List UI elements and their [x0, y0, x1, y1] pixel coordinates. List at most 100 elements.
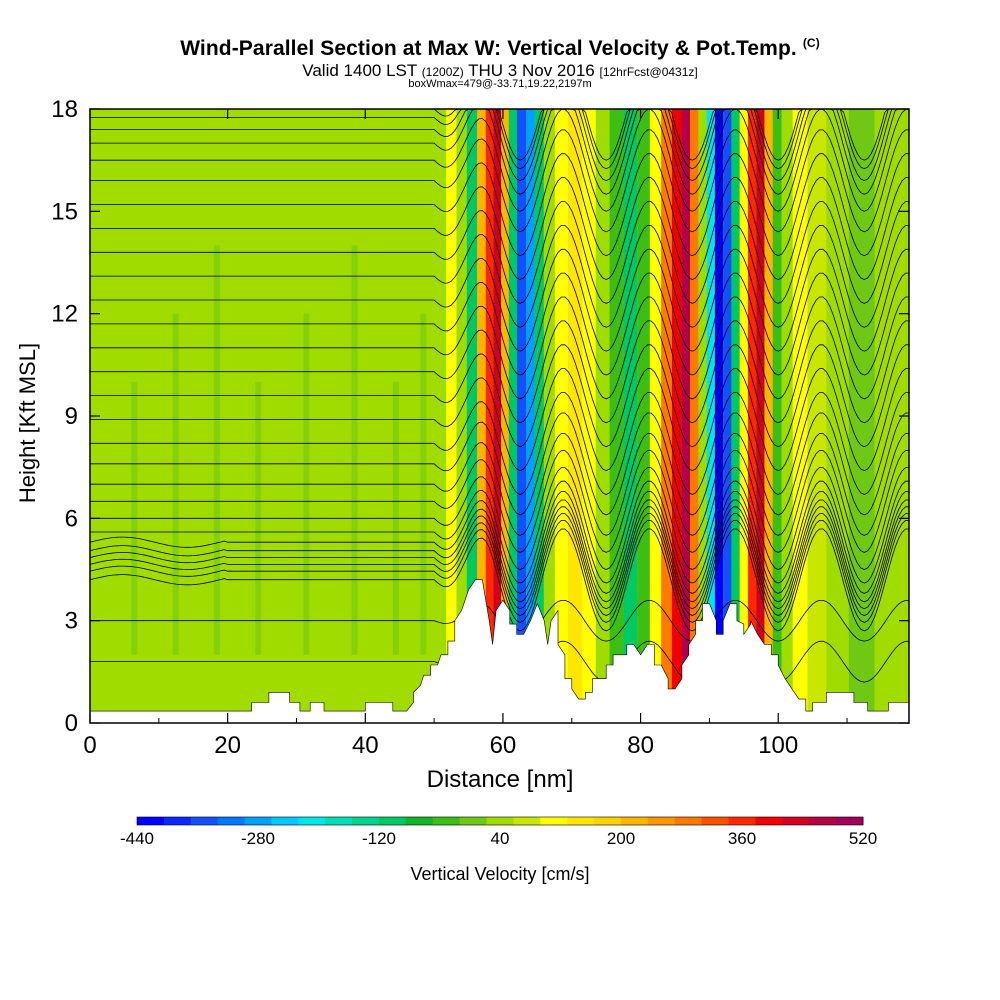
colorbar-swatch [782, 817, 810, 825]
x-tick-label: 60 [490, 732, 517, 759]
velocity-band [792, 109, 808, 723]
colorbar-swatch [621, 817, 649, 825]
x-tick-label: 100 [758, 732, 798, 759]
velocity-band [609, 109, 624, 723]
valid-prefix: Valid 1400 LST [302, 61, 417, 80]
isentrope-contours [90, 109, 909, 683]
velocity-band [525, 109, 535, 723]
colorbar-swatch [244, 817, 272, 825]
colorbar-swatch [271, 817, 299, 825]
velocity-band [848, 109, 875, 723]
velocity-band [661, 109, 672, 723]
valid-date: THU 3 Nov 2016 [468, 61, 595, 80]
velocity-band [534, 109, 544, 723]
colorbar-swatch [701, 817, 730, 825]
velocity-band [772, 109, 782, 723]
isentrope-line [90, 129, 909, 233]
title-text: Wind-Parallel Section at Max W: Vertical… [180, 37, 797, 60]
colorbar-swatch [379, 817, 407, 825]
colorbar-swatch [486, 817, 514, 825]
colorbar-label: Vertical Velocity [cm/s] [410, 864, 590, 884]
isentrope-line [90, 272, 909, 376]
copyright-mark: (C) [802, 36, 820, 50]
colorbar-swatch [405, 817, 434, 825]
velocity-band [826, 109, 849, 723]
colorbar: -440 -280 -120 40 200 360 520 [120, 816, 877, 848]
colorbar-tick-label: -440 [120, 829, 154, 848]
isentrope-line [90, 506, 909, 610]
isentrope-line [90, 225, 909, 328]
isentrope-line [90, 368, 909, 472]
colorbar-swatch [325, 817, 353, 825]
y-tick-label: 18 [51, 96, 78, 123]
x-tick-label: 0 [83, 732, 96, 759]
field-lowlevel [90, 593, 187, 723]
isentrope-line [90, 491, 909, 594]
colorbar-swatch [567, 817, 595, 825]
colorbar-swatch [728, 817, 756, 825]
colorbar-swatch [647, 817, 676, 825]
isentrope-line [90, 177, 909, 281]
isentrope-line [90, 480, 909, 584]
velocity-band [764, 109, 773, 723]
velocity-band [637, 109, 650, 723]
colorbar-tick-label: 40 [491, 829, 510, 848]
terrain [89, 579, 910, 724]
x-tick-label: 40 [352, 732, 379, 759]
colorbar-tick-label: 200 [607, 829, 635, 848]
velocity-band [781, 109, 793, 723]
x-axis-label: Distance [nm] [426, 766, 574, 793]
isentrope-line [90, 412, 909, 516]
colorbar-frame [136, 816, 864, 826]
velocity-band [456, 109, 467, 723]
velocity-band [698, 109, 707, 723]
colorbar-swatch [352, 817, 380, 825]
x-tick-label: 20 [214, 732, 241, 759]
y-tick-label: 3 [65, 608, 78, 635]
colorbar-swatch [137, 817, 165, 825]
velocity-band [501, 109, 509, 723]
isentrope-line [90, 467, 909, 570]
isentrope-line [90, 248, 909, 352]
x-tick-label: 80 [627, 732, 654, 759]
isentrope-line [90, 513, 909, 616]
colorbar-swatch [594, 817, 622, 825]
isentrope-line [90, 109, 909, 212]
colorbar-swatch [674, 817, 703, 825]
colorbar-swatch [513, 817, 541, 825]
velocity-band [756, 109, 765, 723]
colorbar-swatch [298, 817, 326, 825]
velocity-streak [351, 245, 358, 655]
colorbar-swatch [163, 817, 192, 825]
velocity-band [568, 109, 583, 723]
y-tick-label: 15 [51, 198, 78, 225]
isentrope-line [90, 109, 909, 195]
velocity-band [874, 109, 897, 723]
velocity-band [485, 109, 494, 723]
isentrope-line [90, 109, 909, 161]
velocity-band [739, 109, 748, 723]
colorbar-swatch [459, 817, 488, 825]
velocity-band [747, 109, 757, 723]
isentrope-line [90, 520, 909, 623]
velocity-band [466, 109, 478, 723]
velocity-band [554, 109, 569, 723]
velocity-band [432, 109, 447, 723]
velocity-streak [213, 245, 220, 655]
colorbar-tick-label: 520 [849, 829, 877, 848]
colorbar-tick-label: -280 [241, 829, 275, 848]
colorbar-tick-label: 360 [728, 829, 756, 848]
velocity-band [690, 109, 699, 723]
chart-title: Wind-Parallel Section at Max W: Vertical… [0, 36, 1000, 61]
velocity-band [706, 109, 715, 723]
isentrope-line [90, 320, 909, 424]
velocity-band [649, 109, 662, 723]
velocity-band [446, 109, 457, 723]
colorbar-swatch [540, 817, 568, 825]
y-axis-label: Height [Kft MSL] [15, 342, 40, 504]
velocity-band [731, 109, 740, 723]
velocity-band [493, 109, 502, 723]
colorbar-swatch [809, 817, 837, 825]
y-tick-label: 0 [65, 710, 78, 737]
